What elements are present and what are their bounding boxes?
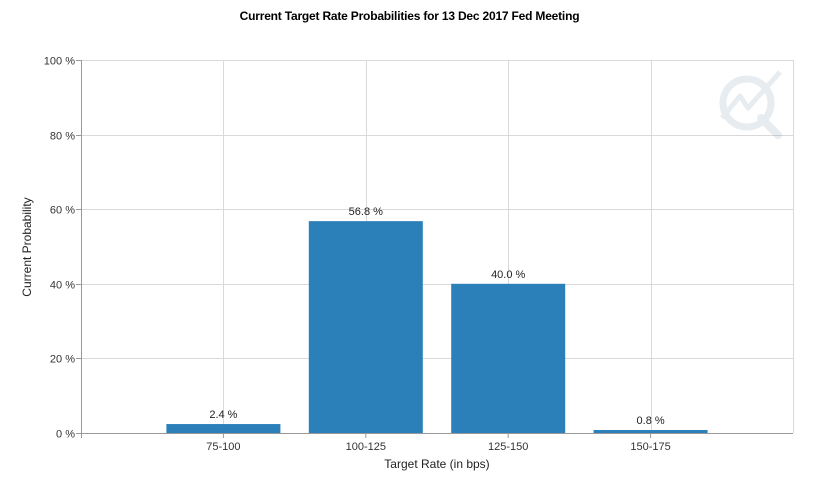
bar-100-125 [308, 221, 423, 433]
axes [76, 60, 793, 438]
grid-lines [81, 60, 794, 434]
watermark-logo-icon [719, 70, 782, 139]
bar-150-175 [593, 430, 708, 433]
chart-title: Current Target Rate Probabilities for 13… [239, 9, 580, 23]
x-tick-label: 75-100 [206, 441, 240, 453]
bar-75-100 [166, 424, 281, 433]
tick-labels: 0 % 20 % 40 % 60 % 80 % 100 % 2.4 % 75-100 56.8 … [44, 56, 671, 454]
y-tick-label: 20 % [50, 354, 75, 366]
x-tick-label: 100-125 [346, 441, 386, 453]
x-tick-label: 125-150 [488, 441, 528, 453]
y-tick-label: 100 % [44, 56, 75, 68]
x-axis-title: Target Rate (in bps) [384, 457, 489, 471]
y-tick-label: 60 % [50, 205, 75, 217]
y-tick-label: 80 % [50, 131, 75, 143]
y-tick-label: 0 % [56, 429, 75, 441]
data-label: 56.8 % [349, 206, 383, 218]
y-axis-title: Current Probability [20, 197, 34, 296]
data-label: 2.4 % [209, 409, 237, 421]
data-label: 40.0 % [491, 269, 525, 281]
bar-125-150 [451, 283, 566, 433]
y-tick-label: 40 % [50, 280, 75, 292]
x-tick-label: 150-175 [630, 441, 670, 453]
data-label: 0.8 % [637, 415, 665, 427]
bar-series [166, 221, 708, 433]
